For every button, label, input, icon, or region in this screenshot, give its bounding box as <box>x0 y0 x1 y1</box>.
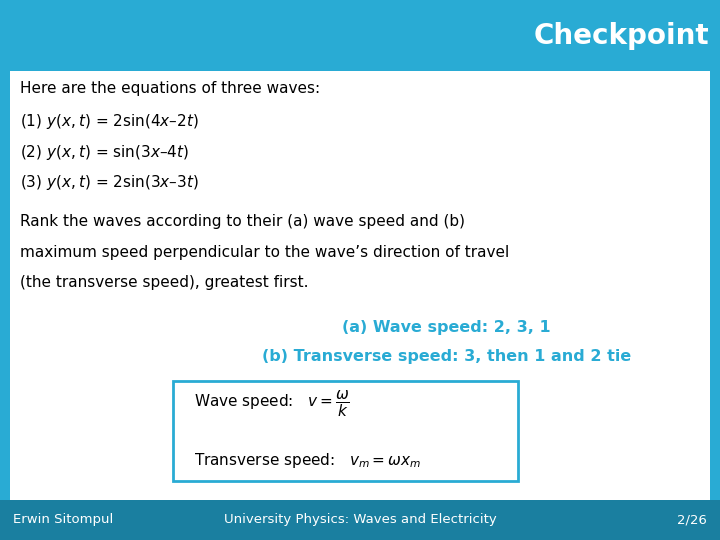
Text: Wave speed:   $v = \dfrac{\omega}{k}$: Wave speed: $v = \dfrac{\omega}{k}$ <box>194 389 351 419</box>
Text: University Physics: Waves and Electricity: University Physics: Waves and Electricit… <box>224 513 496 526</box>
Text: Transverse speed:   $v_m = \omega x_m$: Transverse speed: $v_m = \omega x_m$ <box>194 451 421 470</box>
Text: (the transverse speed), greatest first.: (the transverse speed), greatest first. <box>20 275 309 291</box>
Text: Checkpoint: Checkpoint <box>534 22 709 50</box>
Text: maximum speed perpendicular to the wave’s direction of travel: maximum speed perpendicular to the wave’… <box>20 245 510 260</box>
Text: (1) $y(x,t)$ = 2sin(4$x$–2$t$): (1) $y(x,t)$ = 2sin(4$x$–2$t$) <box>20 112 199 131</box>
Text: (a) Wave speed: 2, 3, 1: (a) Wave speed: 2, 3, 1 <box>342 320 551 335</box>
Text: (2) $y(x,t)$ = sin(3$x$–4$t$): (2) $y(x,t)$ = sin(3$x$–4$t$) <box>20 143 189 161</box>
Text: Rank the waves according to their (a) wave speed and (b): Rank the waves according to their (a) wa… <box>20 214 465 229</box>
Text: Erwin Sitompul: Erwin Sitompul <box>13 513 113 526</box>
Text: (b) Transverse speed: 3, then 1 and 2 tie: (b) Transverse speed: 3, then 1 and 2 ti… <box>262 349 631 364</box>
Text: 2/26: 2/26 <box>678 513 707 526</box>
Bar <box>173 381 518 481</box>
Bar <box>0 500 720 540</box>
Text: Here are the equations of three waves:: Here are the equations of three waves: <box>20 81 320 96</box>
Text: (3) $y(x,t)$ = 2sin(3$x$–3$t$): (3) $y(x,t)$ = 2sin(3$x$–3$t$) <box>20 173 199 192</box>
Bar <box>10 71 710 500</box>
